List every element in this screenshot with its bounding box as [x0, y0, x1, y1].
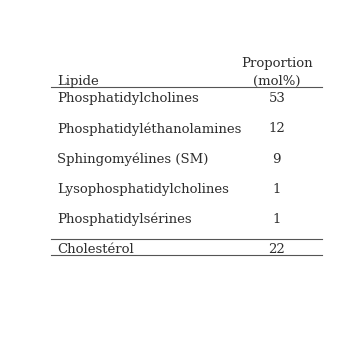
Text: Sphingomyélines (SM): Sphingomyélines (SM)	[57, 152, 208, 166]
Text: Proportion: Proportion	[241, 57, 313, 70]
Text: 1: 1	[273, 183, 281, 196]
Text: Lysophosphatidylcholines: Lysophosphatidylcholines	[57, 183, 229, 196]
Text: 1: 1	[273, 213, 281, 226]
Text: Phosphatidylcholines: Phosphatidylcholines	[57, 92, 198, 105]
Text: 22: 22	[268, 243, 285, 256]
Text: (mol%): (mol%)	[253, 75, 301, 88]
Text: 53: 53	[268, 92, 285, 105]
Text: Phosphatidylsérines: Phosphatidylsérines	[57, 213, 191, 226]
Text: Phosphatidyléthanolamines: Phosphatidyléthanolamines	[57, 122, 241, 136]
Text: Cholestérol: Cholestérol	[57, 243, 134, 256]
Text: 9: 9	[273, 152, 281, 165]
Text: 12: 12	[268, 122, 285, 135]
Text: Lipide: Lipide	[57, 75, 99, 88]
